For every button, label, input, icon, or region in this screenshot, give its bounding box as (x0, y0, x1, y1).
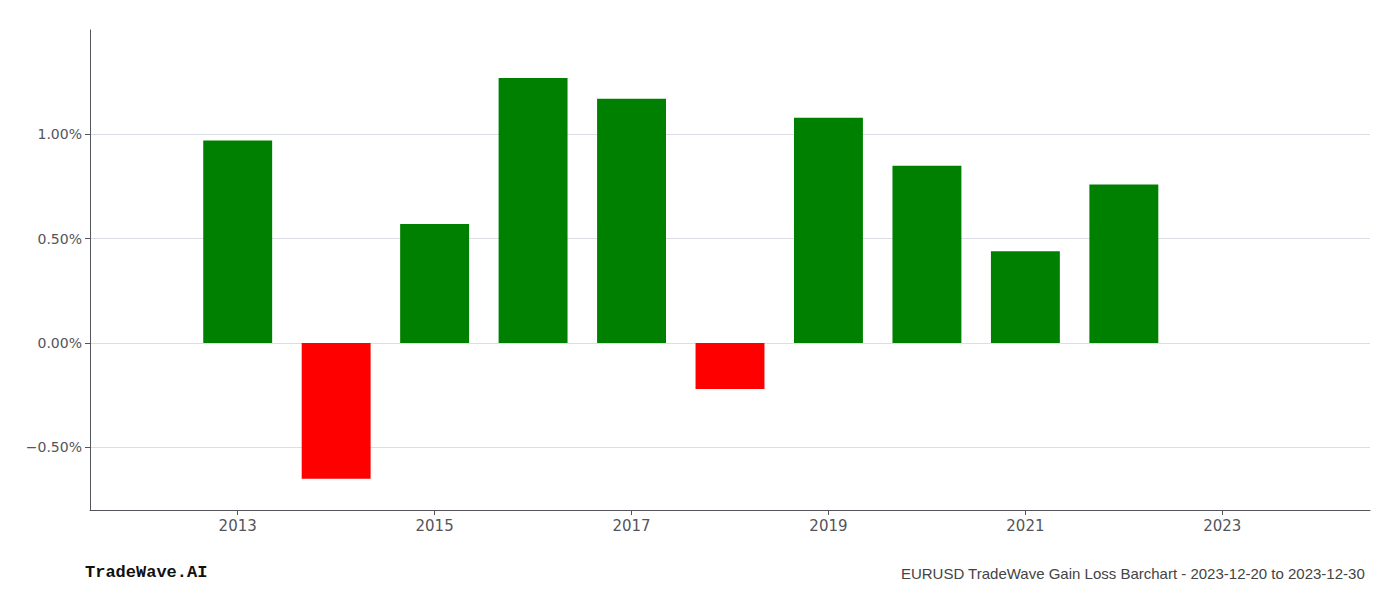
svg-text:TradeWave.AI: TradeWave.AI (85, 563, 207, 582)
svg-text:0.00%: 0.00% (38, 335, 82, 351)
svg-text:2015: 2015 (416, 517, 454, 535)
svg-text:−0.50%: −0.50% (26, 439, 82, 455)
svg-text:1.00%: 1.00% (38, 126, 82, 142)
svg-text:2019: 2019 (809, 517, 847, 535)
svg-text:EURUSD TradeWave Gain Loss Bar: EURUSD TradeWave Gain Loss Barchart - 20… (901, 565, 1365, 582)
svg-text:2017: 2017 (612, 517, 650, 535)
svg-text:2023: 2023 (1203, 517, 1241, 535)
svg-text:2021: 2021 (1006, 517, 1044, 535)
svg-text:0.50%: 0.50% (38, 231, 82, 247)
svg-text:2013: 2013 (219, 517, 257, 535)
